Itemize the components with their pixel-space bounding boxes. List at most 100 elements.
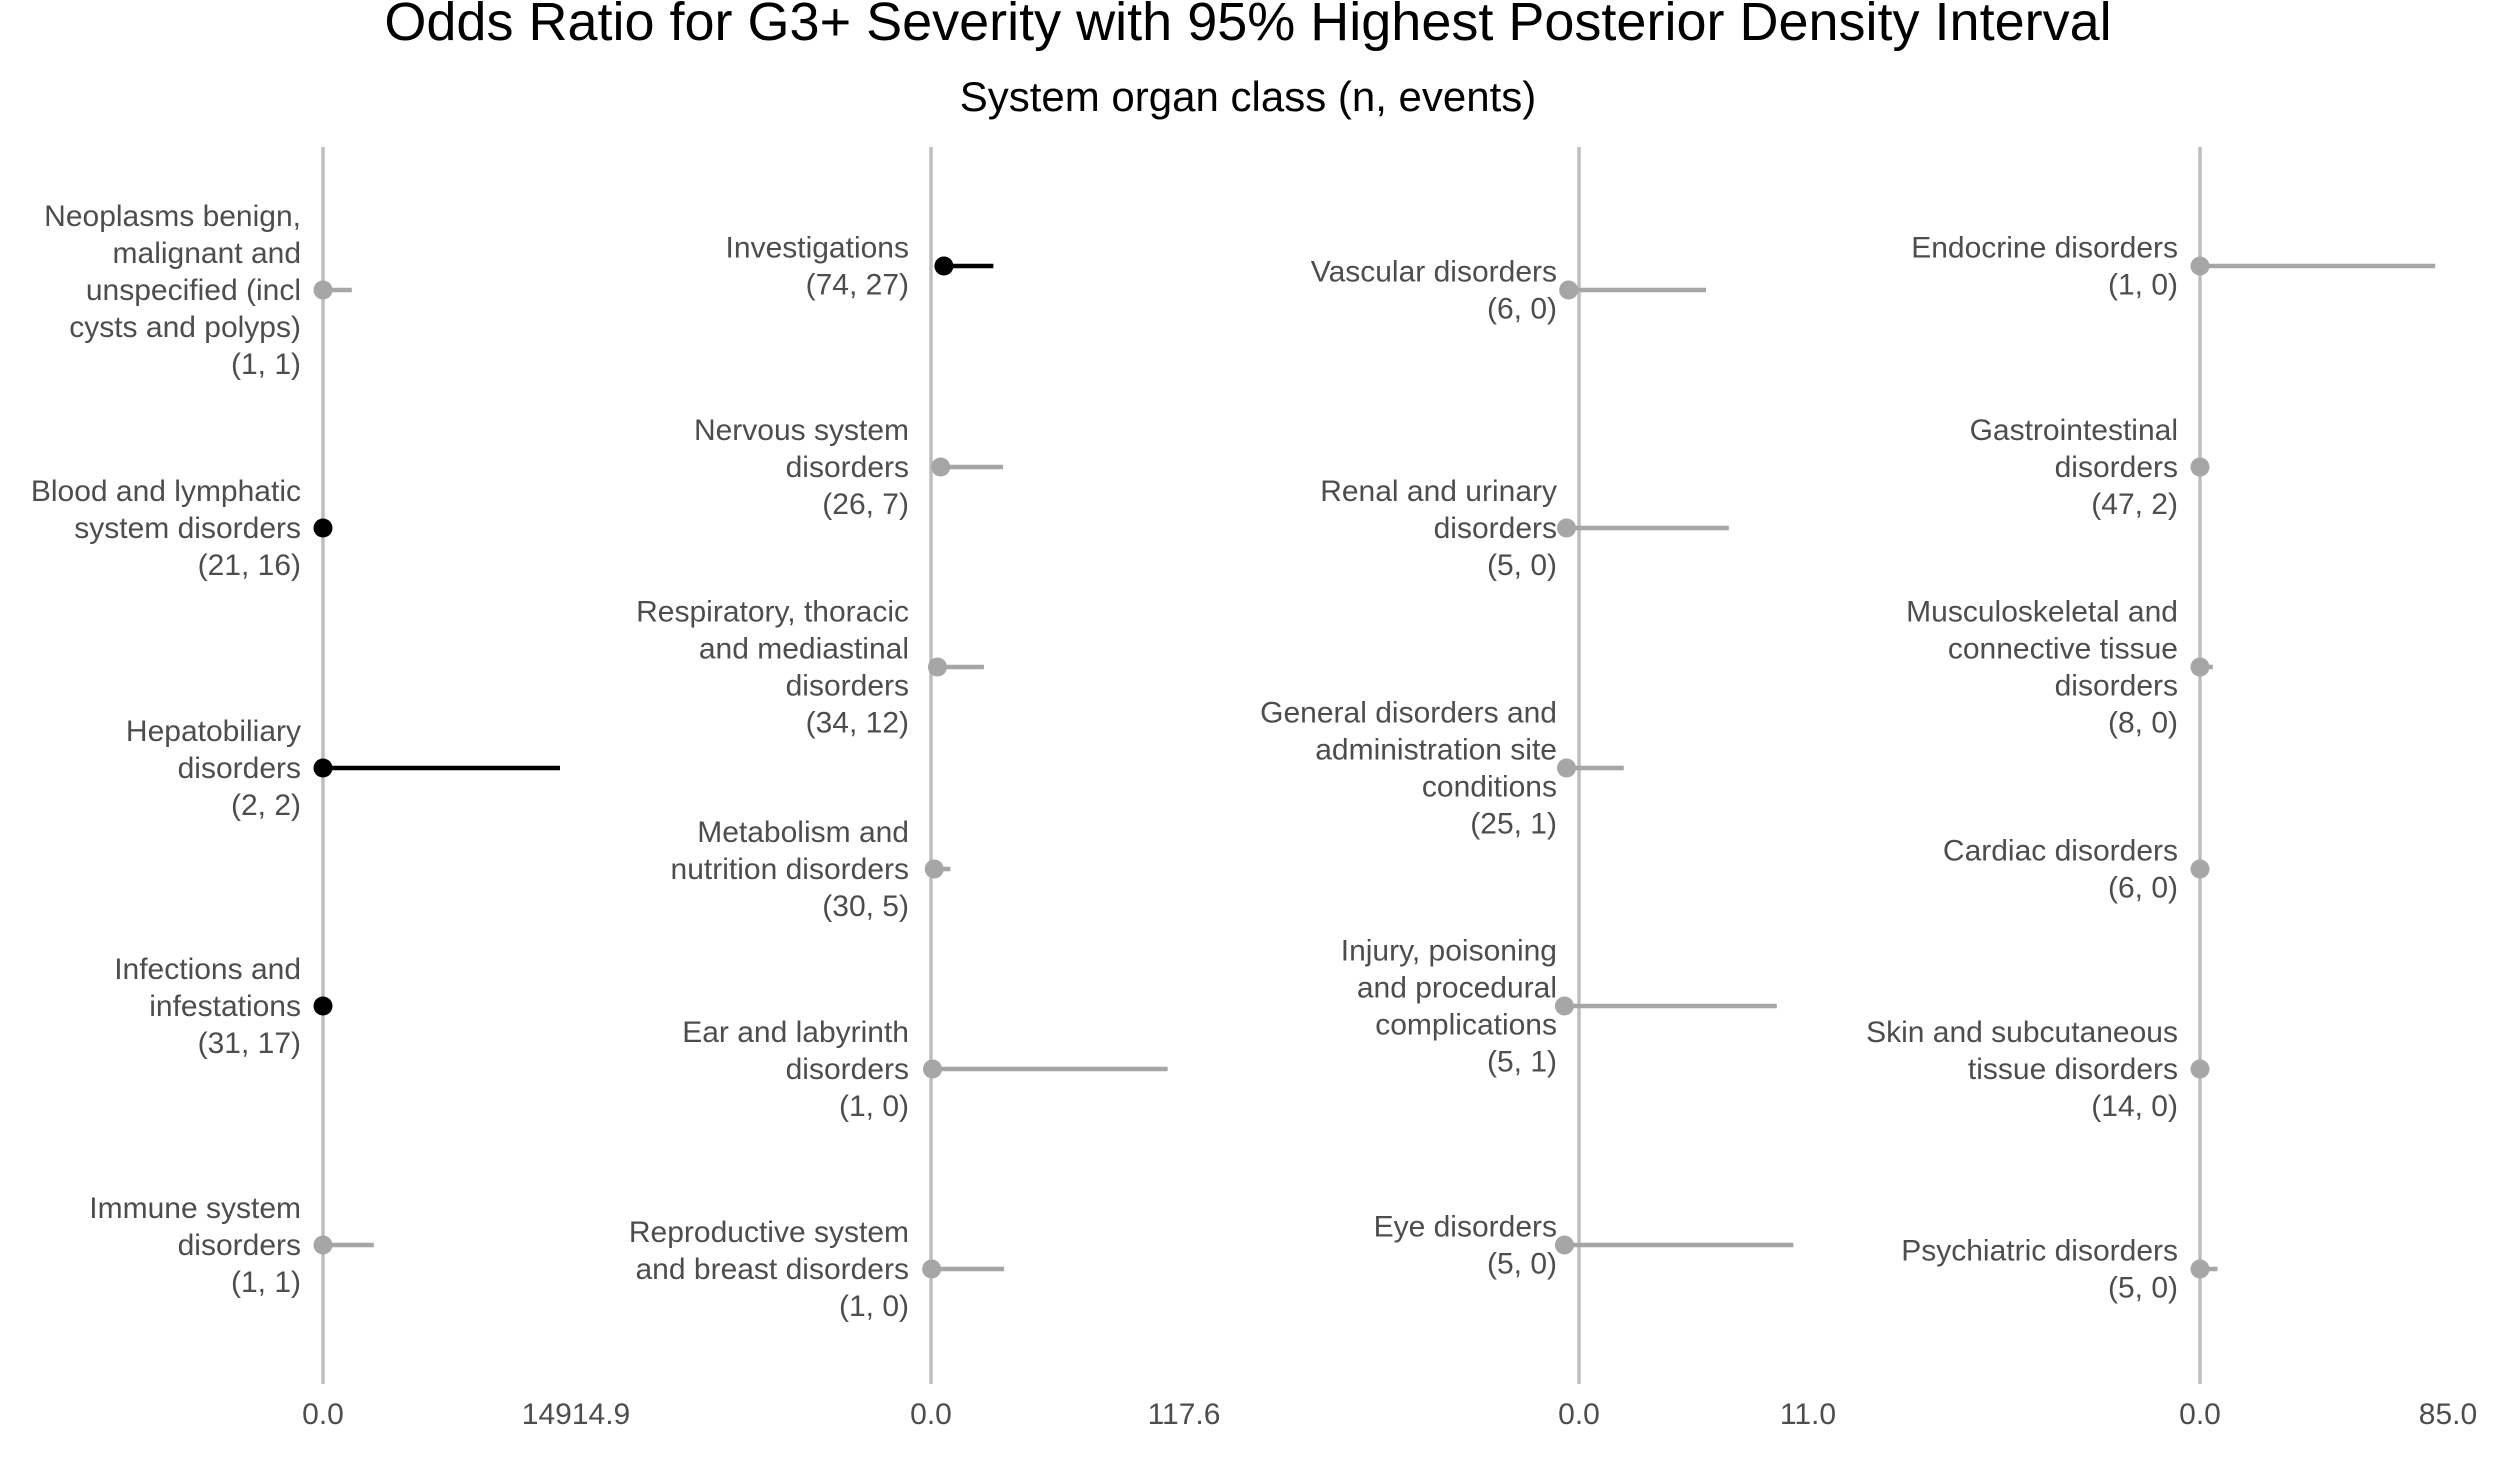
row-label-line: disorders: [786, 670, 909, 703]
row-label-line: nutrition disorders: [671, 853, 909, 886]
row-label-line: disorders: [178, 1229, 301, 1262]
row-label: Vascular disorders (6, 0): [1311, 256, 1557, 326]
tick-label-max: 85.0: [2419, 1398, 2477, 1431]
row-label-line: conditions: [1422, 771, 1557, 804]
forest-row: Hepatobiliary disorders (2, 2): [126, 715, 560, 822]
forest-row: Neoplasms benign, malignant and unspecifie…: [44, 200, 352, 381]
row-label: Blood and lymphatic system disorders (21, …: [31, 475, 301, 582]
odds-ratio-point: [923, 1059, 943, 1079]
row-label-line: Psychiatric disorders: [1901, 1235, 2178, 1268]
row-counts: (25, 1): [1470, 808, 1557, 841]
chart-title: Odds Ratio for G3+ Severity with 95% Hig…: [384, 0, 2111, 52]
forest-row: Infections and infestations (31, 17): [114, 953, 333, 1060]
row-label-line: disorders: [1434, 512, 1557, 545]
row-label: General disorders and administration site…: [1260, 697, 1557, 841]
tick-label-min: 0.0: [910, 1398, 952, 1431]
row-label-line: disorders: [786, 451, 909, 484]
row-label-line: disorders: [2055, 670, 2178, 703]
odds-ratio-point: [1559, 280, 1579, 300]
row-counts: (5, 0): [1487, 549, 1557, 582]
forest-row: Skin and subcutaneous tissue disorders (14…: [1866, 1016, 2210, 1123]
chart-subtitle: System organ class (n, events): [960, 73, 1537, 120]
row-counts: (1, 1): [231, 348, 301, 381]
row-label-line: disorders: [786, 1053, 909, 1086]
row-label-line: Metabolism and: [697, 816, 909, 849]
row-label: Infections and infestations (31, 17): [114, 953, 301, 1060]
tick-label-min: 0.0: [1558, 1398, 1600, 1431]
row-label: Skin and subcutaneous tissue disorders (14…: [1866, 1016, 2178, 1123]
forest-row: Cardiac disorders (6, 0): [1943, 835, 2210, 905]
row-label-line: Immune system: [89, 1192, 301, 1225]
forest-row: Immune system disorders (1, 1): [89, 1192, 374, 1299]
row-counts: (34, 12): [806, 707, 909, 740]
row-label-line: Hepatobiliary: [126, 715, 301, 748]
row-label-line: system disorders: [74, 512, 301, 545]
tick-label-min: 0.0: [302, 1398, 344, 1431]
row-label-line: malignant and: [113, 237, 301, 270]
odds-ratio-point: [2190, 256, 2210, 276]
row-counts: (30, 5): [822, 890, 909, 923]
row-counts: (2, 2): [231, 789, 301, 822]
panel-1: 0.0 14914.9 Neoplasms benign, malignant and…: [31, 147, 630, 1431]
odds-ratio-point: [924, 859, 944, 879]
row-label-line: Ear and labyrinth: [682, 1016, 909, 1049]
row-counts: (5, 1): [1487, 1046, 1557, 1079]
forest-row: General disorders and administration site…: [1260, 697, 1624, 841]
odds-ratio-point: [1554, 996, 1574, 1016]
odds-ratio-point: [1557, 518, 1577, 538]
odds-ratio-point: [931, 457, 951, 477]
row-counts: (26, 7): [822, 488, 909, 521]
odds-ratio-point: [313, 758, 333, 778]
row-label-line: Reproductive system: [629, 1216, 909, 1249]
row-counts: (8, 0): [2108, 707, 2178, 740]
forest-row: Reproductive system and breast disorders (…: [629, 1216, 1005, 1323]
row-label: Ear and labyrinth disorders (1, 0): [682, 1016, 909, 1123]
odds-ratio-point: [2190, 457, 2210, 477]
forest-row: Musculoskeletal and connective tissue diso…: [1906, 596, 2213, 740]
odds-ratio-point: [922, 1259, 942, 1279]
row-label-line: infestations: [149, 990, 301, 1023]
row-label-line: Infections and: [114, 953, 301, 986]
row-counts: (47, 2): [2091, 488, 2178, 521]
odds-ratio-point: [313, 1235, 333, 1255]
row-label-line: Neoplasms benign,: [44, 200, 301, 233]
row-label-line: Eye disorders: [1374, 1211, 1557, 1244]
forest-row: Psychiatric disorders (5, 0): [1901, 1235, 2218, 1305]
forest-row: Nervous system disorders (26, 7): [694, 414, 1004, 521]
row-label: Neoplasms benign, malignant and unspecifie…: [44, 200, 301, 381]
row-label: Renal and urinary disorders (5, 0): [1320, 475, 1557, 582]
row-label-line: Gastrointestinal: [1970, 414, 2178, 447]
row-label: Immune system disorders (1, 1): [89, 1192, 301, 1299]
row-label-line: and breast disorders: [636, 1253, 910, 1286]
row-label-line: Renal and urinary: [1320, 475, 1557, 508]
row-counts: (31, 17): [198, 1027, 301, 1060]
panel-3: 0.0 11.0 Vascular disorders (6, 0) Renal and…: [1260, 147, 1836, 1431]
row-label: Eye disorders (5, 0): [1374, 1211, 1557, 1281]
row-label-line: General disorders and: [1260, 697, 1557, 730]
odds-ratio-point: [2190, 859, 2210, 879]
row-label-line: disorders: [2055, 451, 2178, 484]
row-label-line: Blood and lymphatic: [31, 475, 301, 508]
row-label-line: tissue disorders: [1968, 1053, 2178, 1086]
forest-row: Metabolism and nutrition disorders (30, 5): [671, 816, 951, 923]
row-label-line: unspecified (incl: [86, 274, 301, 307]
row-label-line: disorders: [178, 752, 301, 785]
row-label: Cardiac disorders (6, 0): [1943, 835, 2178, 905]
odds-ratio-point: [313, 518, 333, 538]
row-label-line: Nervous system: [694, 414, 909, 447]
row-label: Musculoskeletal and connective tissue diso…: [1906, 596, 2178, 740]
forest-row: Vascular disorders (6, 0): [1311, 256, 1706, 326]
row-label: Nervous system disorders (26, 7): [694, 414, 909, 521]
tick-label-max: 14914.9: [522, 1398, 630, 1431]
odds-ratio-point: [2190, 657, 2210, 677]
row-label: Injury, poisoning and procedural complicat…: [1341, 935, 1557, 1079]
forest-row: Gastrointestinal disorders (47, 2): [1970, 414, 2210, 521]
forest-row: Blood and lymphatic system disorders (21, …: [31, 475, 333, 582]
row-label: Psychiatric disorders (5, 0): [1901, 1235, 2178, 1305]
odds-ratio-point: [313, 996, 333, 1016]
row-label-line: and procedural: [1357, 972, 1557, 1005]
tick-label-min: 0.0: [2179, 1398, 2221, 1431]
row-counts: (5, 0): [2108, 1272, 2178, 1305]
odds-ratio-point: [2190, 1259, 2210, 1279]
